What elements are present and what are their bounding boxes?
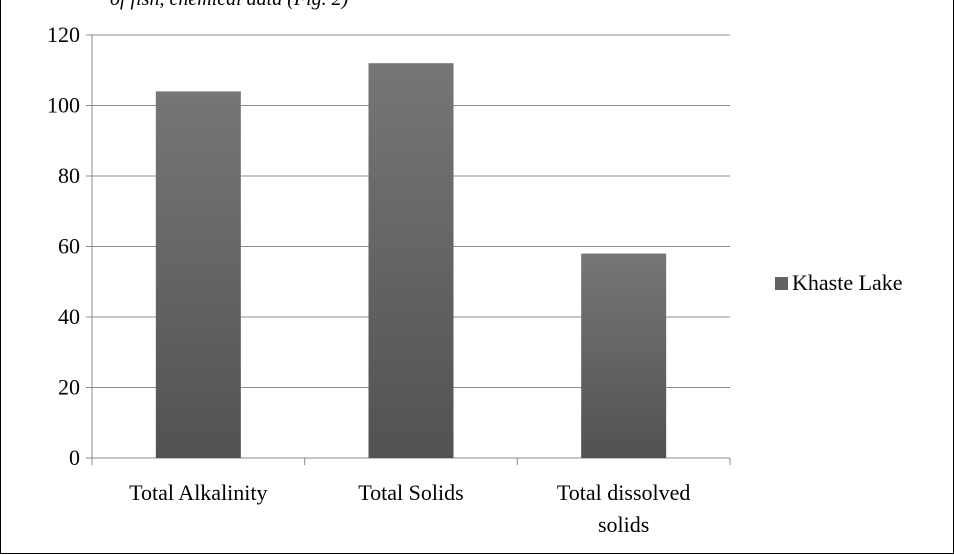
bars — [155, 63, 667, 459]
bar — [155, 91, 241, 459]
x-category-label: Total Alkalinity — [129, 480, 267, 505]
y-tick-label: 40 — [58, 304, 80, 329]
y-tick-labels: 0 20 40 60 80 100 120 — [47, 22, 80, 470]
y-tick-label: 60 — [58, 234, 80, 259]
y-tick-label: 80 — [58, 163, 80, 188]
x-category-label: Total Solids — [358, 480, 463, 505]
legend: Khaste Lake — [775, 270, 903, 295]
clipped-heading: of fish, chemical data (Fig. 2) — [110, 0, 348, 11]
x-category-labels: Total Alkalinity Total Solids Total dissol… — [129, 480, 690, 537]
legend-label: Khaste Lake — [792, 270, 903, 295]
bar — [581, 253, 667, 458]
y-tick-label: 0 — [69, 445, 80, 470]
x-category-label: solids — [598, 512, 649, 537]
x-category-label: Total dissolved — [557, 480, 691, 505]
y-tick-label: 100 — [47, 93, 80, 118]
y-tick-label: 120 — [47, 22, 80, 47]
legend-swatch — [775, 277, 788, 290]
bar — [368, 63, 454, 458]
y-tick-label: 20 — [58, 375, 80, 400]
